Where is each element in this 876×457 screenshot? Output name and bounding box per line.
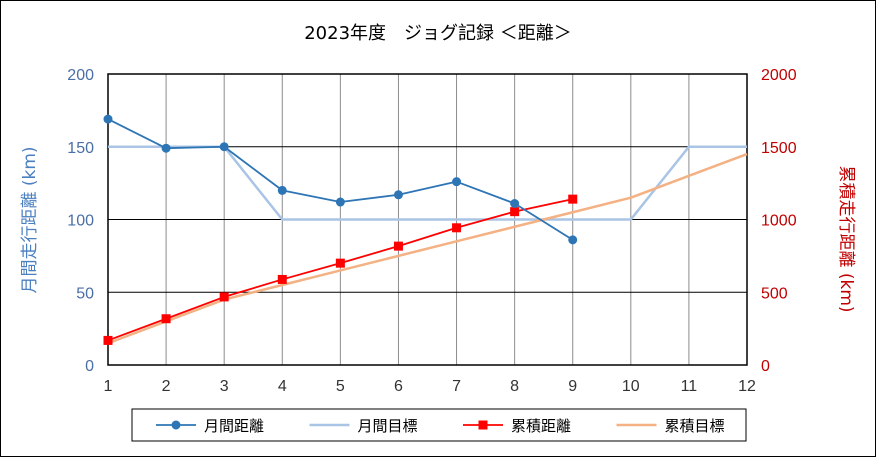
x-tick-label: 4 <box>278 378 287 395</box>
x-tick-label: 6 <box>394 378 403 395</box>
data-point-monthly <box>452 177 462 187</box>
data-point-monthly <box>510 198 520 208</box>
y-left-tick-label: 150 <box>67 140 94 157</box>
data-point-cumulative <box>277 274 287 284</box>
y-left-axis-label: 月間走行距離 (km) <box>20 146 40 293</box>
x-tick-label: 8 <box>510 378 519 395</box>
legend-label-3: 累積目標 <box>665 417 725 435</box>
y-left-tick-label: 50 <box>76 285 94 302</box>
y-left-tick-label: 0 <box>85 358 94 375</box>
data-point-cumulative <box>161 314 171 324</box>
y-right-tick-label: 1000 <box>761 213 797 230</box>
data-point-monthly <box>393 190 403 200</box>
y-right-tick-label: 1500 <box>761 140 797 157</box>
x-tick-label: 2 <box>162 378 171 395</box>
series-line-1 <box>108 145 747 221</box>
legend-label-2: 累積距離 <box>511 417 571 435</box>
y-right-axis-label: 累積走行距離 (km) <box>836 165 856 312</box>
data-point-monthly <box>161 143 171 153</box>
data-point-cumulative <box>568 194 578 204</box>
data-point-monthly <box>568 235 578 245</box>
x-tick-label: 9 <box>568 378 577 395</box>
x-tick-label: 12 <box>738 378 756 395</box>
legend-marker-0 <box>171 420 181 430</box>
legend-label-1: 月間目標 <box>358 417 418 435</box>
x-tick-label: 3 <box>220 378 229 395</box>
data-point-cumulative <box>452 223 462 233</box>
series-line-3 <box>107 152 748 345</box>
x-tick-label: 11 <box>681 378 698 395</box>
legend: 月間距離 月間目標 累積距離 累積目標 <box>131 408 747 442</box>
legend-label-0: 月間距離 <box>204 417 264 435</box>
y-left-tick-label: 100 <box>67 213 94 230</box>
data-point-monthly <box>219 142 229 152</box>
y-right-tick-label: 0 <box>761 358 770 375</box>
chart-title: 2023年度 ジョグ記録 ＜距離＞ <box>304 23 572 44</box>
x-tick-label: 5 <box>336 378 345 395</box>
data-point-monthly <box>335 197 345 207</box>
data-point-cumulative <box>219 292 229 302</box>
legend-marker-2 <box>478 420 488 430</box>
data-point-monthly <box>277 185 287 195</box>
data-point-cumulative <box>335 258 345 268</box>
y-left-tick-label: 200 <box>67 67 94 84</box>
y-right-tick-label: 500 <box>761 285 788 302</box>
data-point-cumulative <box>510 207 520 217</box>
data-point-monthly <box>103 114 113 124</box>
x-tick-label: 1 <box>104 378 113 395</box>
x-tick-label: 10 <box>622 378 640 395</box>
data-point-cumulative <box>103 335 113 345</box>
x-tick-label: 7 <box>452 378 461 395</box>
plot-border <box>107 73 748 366</box>
data-point-cumulative <box>393 241 403 251</box>
y-right-tick-label: 2000 <box>761 67 797 84</box>
